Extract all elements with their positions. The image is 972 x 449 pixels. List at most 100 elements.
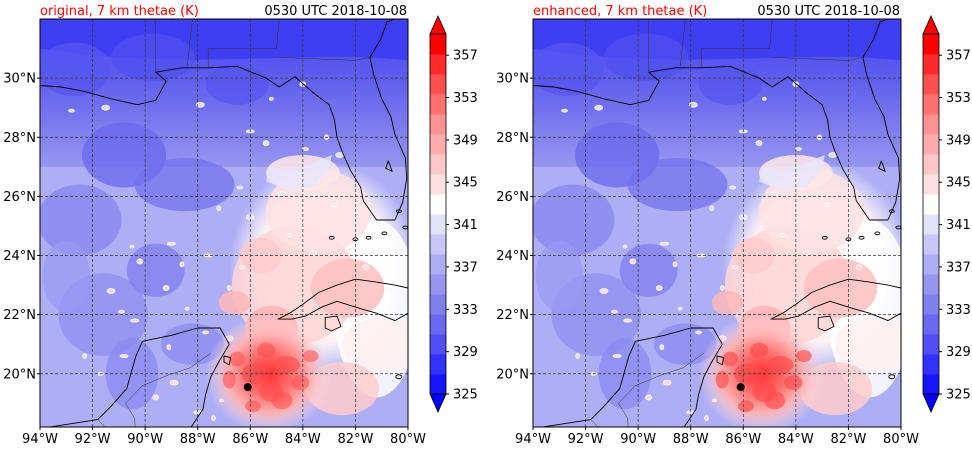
lon-tick-label: 82°W <box>830 432 866 447</box>
small-island <box>845 237 852 242</box>
fine-scale-feature <box>226 285 232 291</box>
lat-tick-label: 24°N <box>3 249 36 264</box>
fine-scale-feature <box>119 354 129 358</box>
convective-cell <box>273 356 301 374</box>
convective-cell <box>291 375 310 391</box>
colorbar-tick-label: 325 <box>946 388 971 403</box>
fine-scale-feature <box>594 104 604 111</box>
small-island <box>365 235 372 240</box>
colorbar-bin <box>430 174 446 195</box>
colorbar-bin <box>923 354 939 375</box>
lon-tick-label: 88°W <box>673 432 709 447</box>
lake-okeechobee <box>385 160 393 172</box>
cold-region <box>533 42 604 96</box>
colorbar-bin <box>923 254 939 275</box>
lon-tick-label: 88°W <box>180 432 216 447</box>
colorbar-bin <box>430 54 446 75</box>
gridlines <box>533 19 901 427</box>
small-island <box>395 374 403 380</box>
coastline-us-gulf <box>533 19 901 221</box>
lat-tick-label: 28°N <box>3 131 36 146</box>
convective-cell <box>766 356 794 374</box>
convective-cell <box>764 391 786 410</box>
fine-scale-feature <box>655 285 663 291</box>
fine-scale-feature <box>106 288 116 294</box>
lon-tick-label: 82°W <box>337 432 373 447</box>
colorbar-tick-label: 329 <box>453 345 478 360</box>
colorbar-bin <box>923 134 939 155</box>
fine-scale-feature <box>179 261 185 268</box>
fine-scale-feature <box>731 265 739 270</box>
colorbar-under-arrow <box>922 393 940 413</box>
convective-cell <box>256 342 276 358</box>
colorbar-bin <box>923 154 939 175</box>
colorbar-bin <box>430 274 446 295</box>
fine-scale-feature <box>268 96 274 101</box>
colorbar-tick-label: 333 <box>453 303 478 318</box>
lon-tick-label: 90°W <box>620 432 656 447</box>
warm-region <box>711 291 744 315</box>
small-island <box>352 237 359 242</box>
convective-cell <box>222 370 236 389</box>
state-border <box>279 57 370 61</box>
cold-region <box>535 240 583 312</box>
colorbar-bin <box>430 134 446 155</box>
colorbar-bin <box>430 254 446 275</box>
colorbar-frame <box>922 33 940 395</box>
storm-center-marker <box>243 383 252 392</box>
warm-region <box>310 258 385 318</box>
fine-scale-feature <box>662 379 672 386</box>
fine-scale-feature <box>612 354 622 358</box>
map-area: 94°W 92°W 90°W 88°W 86°W 84°W 82°W 80°W 20°N 22°N… <box>496 18 919 447</box>
small-island <box>381 231 388 236</box>
fine-scale-feature <box>130 318 140 323</box>
colorbar-bin <box>923 94 939 115</box>
lon-tick-label: 84°W <box>285 432 321 447</box>
fine-scale-feature <box>660 241 669 246</box>
fine-scale-feature <box>162 285 170 291</box>
fine-scale-feature <box>202 330 210 335</box>
convective-cell <box>271 391 293 410</box>
lat-tick-label: 22°N <box>496 308 529 323</box>
colorbar-bin <box>430 374 446 395</box>
warm-region <box>759 169 865 253</box>
coastline-yucatan <box>40 327 230 427</box>
fine-scale-feature <box>622 244 628 249</box>
colorbar-bin <box>923 194 939 215</box>
colorbar-bin <box>430 94 446 115</box>
colorbar-bin <box>430 34 446 55</box>
lon-tick-label: 92°W <box>75 432 111 447</box>
fine-scale-feature <box>824 203 830 208</box>
fine-scale-feature <box>195 101 205 108</box>
lat-tick-label: 28°N <box>496 131 529 146</box>
coastline-cuba <box>770 278 901 322</box>
fine-scale-feature <box>302 147 309 151</box>
fine-scale-feature <box>129 244 135 249</box>
small-island <box>888 374 896 380</box>
lon-tick-label: 94°W <box>22 432 58 447</box>
fine-scale-feature <box>561 108 568 113</box>
fine-scale-feature <box>704 415 709 422</box>
coastlines <box>533 19 901 427</box>
colorbar-tick-label: 337 <box>453 260 478 275</box>
thetae-field <box>40 19 408 427</box>
fine-scale-feature <box>262 140 270 147</box>
fine-scale-feature <box>659 344 665 351</box>
colorbar-tick-label: 349 <box>946 133 971 148</box>
fine-scale-feature <box>761 96 767 101</box>
fine-scale-feature <box>238 265 246 270</box>
fine-scale-feature <box>166 344 172 351</box>
convective-cell <box>722 351 739 367</box>
fine-scale-feature <box>575 353 581 359</box>
lon-tick-label: 84°W <box>778 432 814 447</box>
fine-scale-feature <box>224 335 234 342</box>
colorbar-bin <box>923 214 939 235</box>
lat-tick-label: 30°N <box>3 72 36 87</box>
colorbar-tick-label: 353 <box>946 91 971 106</box>
coastline-us-gulf <box>40 19 408 221</box>
colorbar: 325 329 333 337 341 345 349 353 357 <box>429 15 478 413</box>
lat-tick-label: 26°N <box>496 190 529 205</box>
coastline-isle-of-youth <box>817 315 835 332</box>
convective-cell <box>784 375 803 391</box>
convective-cell <box>229 351 246 367</box>
